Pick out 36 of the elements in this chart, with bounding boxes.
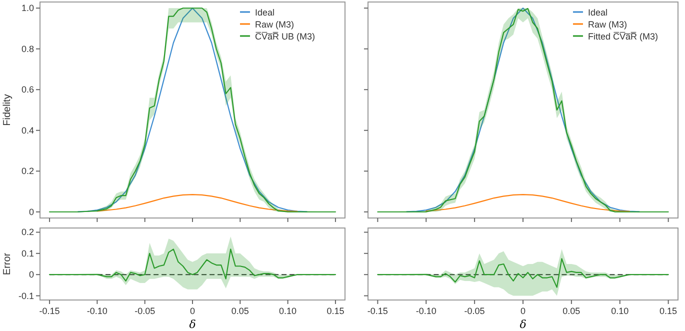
y-axis-title: Fidelity <box>2 94 13 126</box>
line-series <box>48 248 336 282</box>
x-tick-label: 0.10 <box>611 306 629 316</box>
y-axis-title: Error <box>2 252 13 276</box>
x-tick-label: 0.05 <box>231 306 249 316</box>
legend-label: C̅V̅a̅R̅ UB (M3) <box>255 32 316 42</box>
x-tick-label: -0.10 <box>416 306 436 316</box>
y-tick-label: 1.0 <box>21 3 34 14</box>
x-tick-label: -0.10 <box>86 306 108 316</box>
x-tick-label: 0.15 <box>660 306 678 316</box>
x-tick-label: -0.15 <box>39 306 60 316</box>
y-tick-label: 0.1 <box>21 248 34 258</box>
x-tick-label: -0.05 <box>464 306 485 316</box>
x-axis-title: δ <box>189 318 196 331</box>
y-tick-label: 0.2 <box>21 166 34 176</box>
y-tick-label: 0.8 <box>21 44 34 54</box>
y-tick-label: -0.1 <box>18 290 34 301</box>
x-tick-label: 0.05 <box>562 306 580 316</box>
legend-label: Raw (M3) <box>588 20 628 30</box>
y-tick-label: 0 <box>28 270 34 280</box>
x-tick-label: 0 <box>520 306 526 316</box>
x-tick-label: -0.15 <box>367 306 388 316</box>
y-tick-label: 0.2 <box>21 227 34 238</box>
legend-label: Fitted C̅V̅a̅R̅ (M3) <box>588 32 658 42</box>
x-tick-label: 0.15 <box>326 306 344 316</box>
y-tick-label: 0.4 <box>21 125 34 136</box>
line-series <box>96 194 298 212</box>
x-tick-label: -0.05 <box>134 306 156 316</box>
x-tick-label: 0 <box>190 306 196 316</box>
legend-label: Raw (M3) <box>255 20 294 30</box>
legend-label: Ideal <box>255 8 275 18</box>
legend-label: Ideal <box>588 8 608 18</box>
y-tick-label: 0.6 <box>21 84 34 95</box>
x-tick-label: 0.10 <box>279 306 297 316</box>
y-tick-label: 0 <box>28 206 34 217</box>
x-axis-title: δ <box>520 318 527 331</box>
